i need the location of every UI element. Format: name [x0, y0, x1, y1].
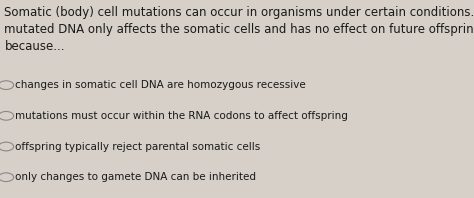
Text: only changes to gamete DNA can be inherited: only changes to gamete DNA can be inheri… [15, 172, 256, 182]
Text: Somatic (body) cell mutations can occur in organisms under certain conditions. T: Somatic (body) cell mutations can occur … [4, 6, 474, 53]
Text: offspring typically reject parental somatic cells: offspring typically reject parental soma… [15, 142, 261, 151]
Text: mutations must occur within the RNA codons to affect offspring: mutations must occur within the RNA codo… [15, 111, 348, 121]
Text: changes in somatic cell DNA are homozygous recessive: changes in somatic cell DNA are homozygo… [15, 80, 306, 90]
